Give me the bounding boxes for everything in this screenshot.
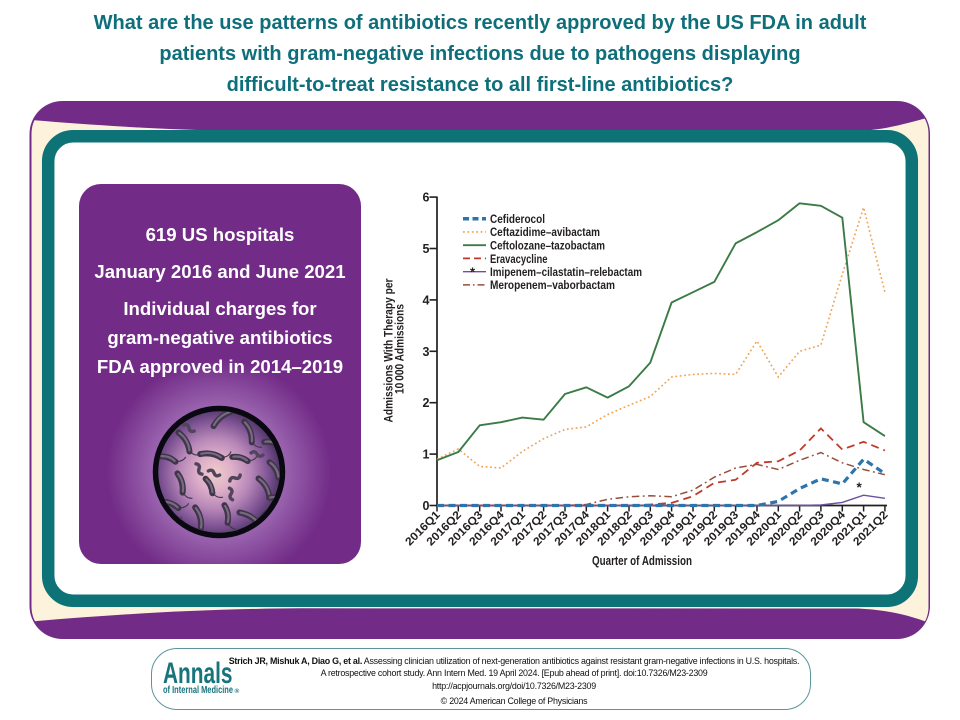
svg-text:10 000 Admissions: 10 000 Admissions: [393, 304, 407, 394]
svg-text:Eravacycline: Eravacycline: [490, 252, 548, 266]
svg-text:Cefiderocol: Cefiderocol: [490, 212, 545, 226]
svg-text:Ceftazidime–avibactam: Ceftazidime–avibactam: [490, 225, 600, 239]
svg-text:2: 2: [423, 396, 430, 410]
svg-text:®: ®: [235, 687, 240, 695]
svg-text:Annals: Annals: [163, 657, 233, 690]
svg-text:3: 3: [423, 345, 430, 359]
svg-text:*: *: [857, 480, 863, 495]
svg-text:Meropenem–vaborbactam: Meropenem–vaborbactam: [490, 278, 615, 292]
svg-text:4: 4: [423, 293, 430, 307]
svg-text:Imipenem–cilastatin–relebactam: Imipenem–cilastatin–relebactam: [490, 265, 642, 279]
svg-text:1: 1: [423, 448, 430, 462]
svg-text:Ceftolozane–tazobactam: Ceftolozane–tazobactam: [490, 239, 605, 253]
svg-text:*: *: [470, 264, 476, 279]
svg-text:Admissions With Therapy per: Admissions With Therapy per: [382, 278, 396, 422]
svg-text:6: 6: [423, 191, 430, 205]
svg-text:0: 0: [423, 499, 430, 513]
svg-text:5: 5: [423, 242, 430, 256]
svg-text:of Internal Medicine: of Internal Medicine: [163, 685, 233, 696]
svg-text:Quarter of Admission: Quarter of Admission: [592, 554, 692, 568]
